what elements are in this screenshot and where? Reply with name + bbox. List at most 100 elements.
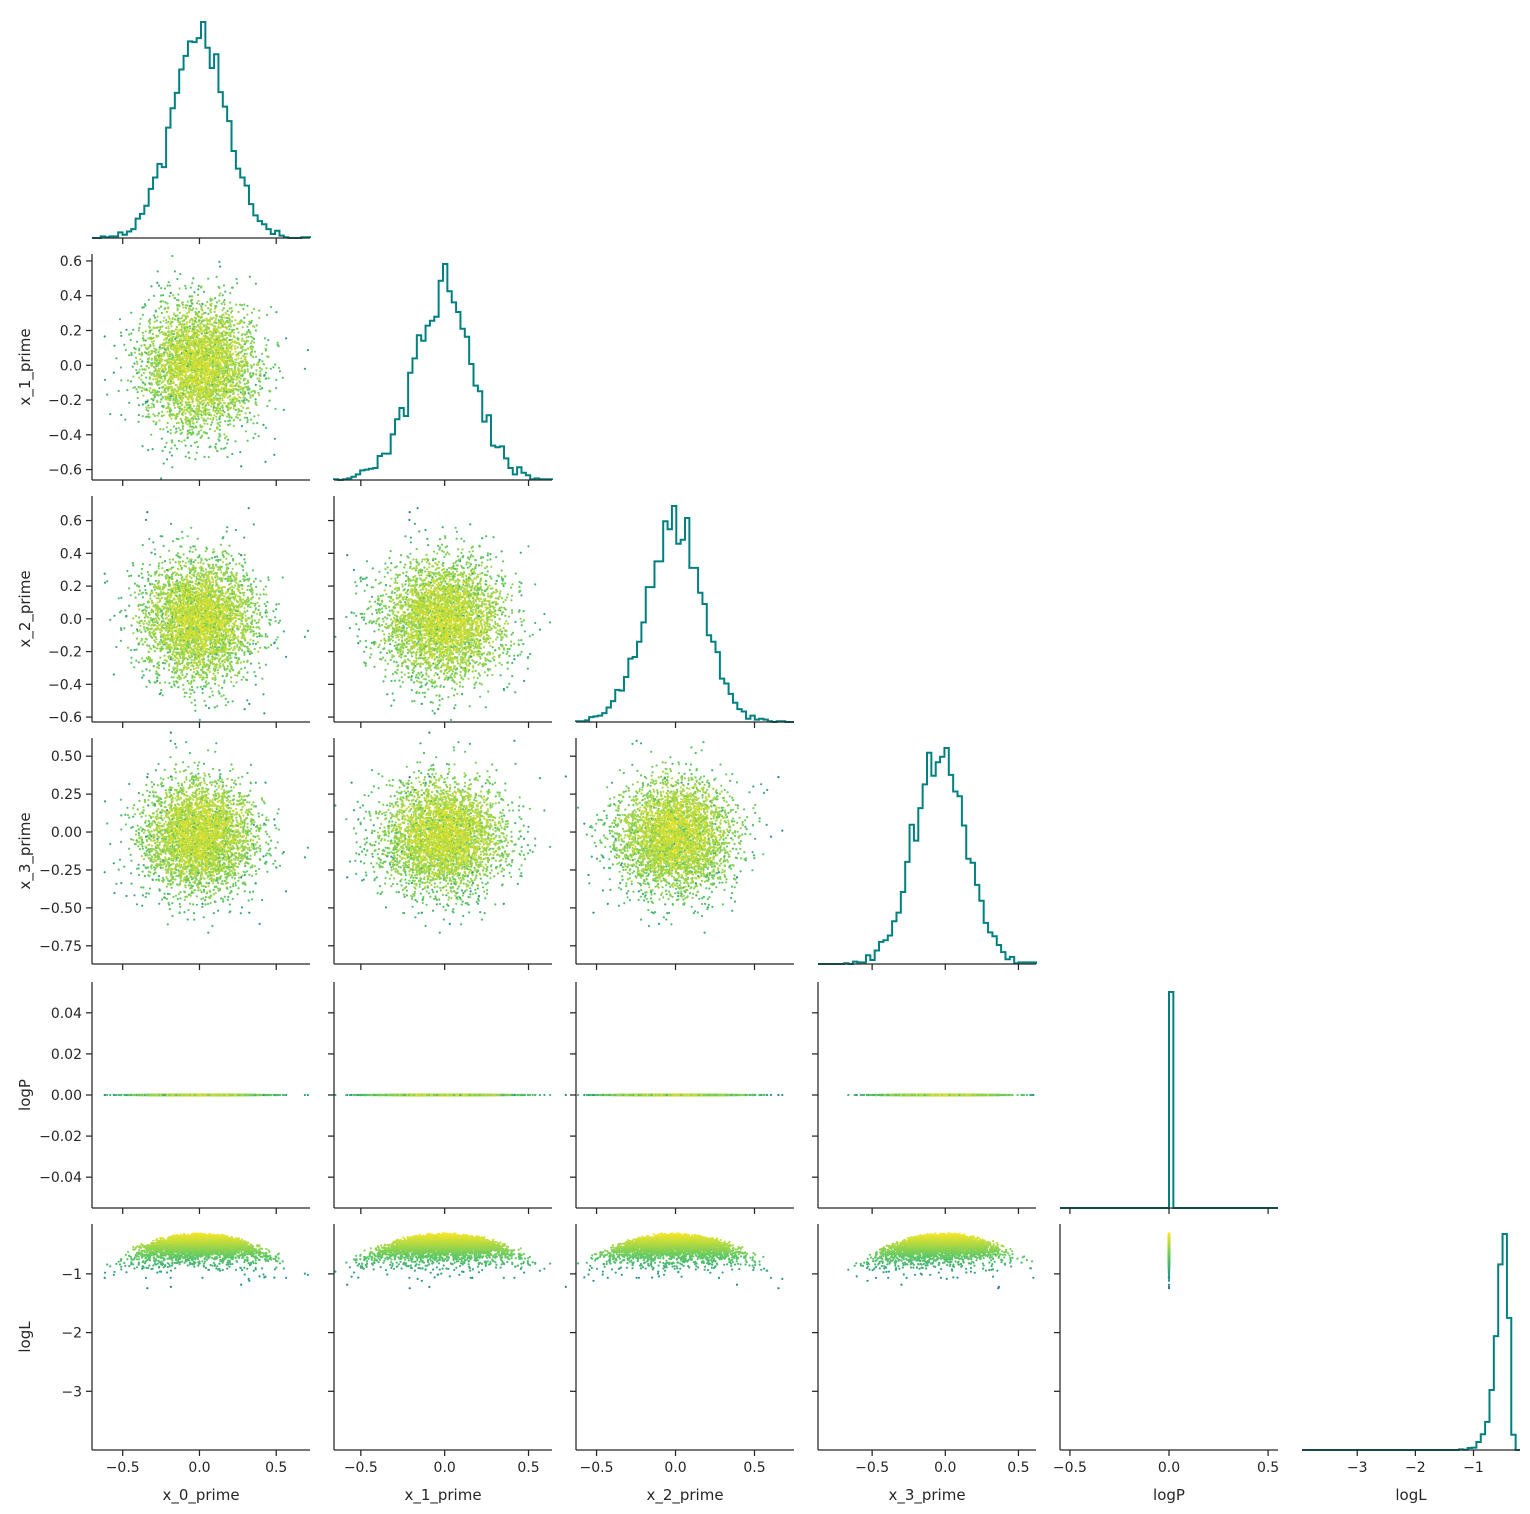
scatter-point [143, 306, 145, 308]
scatter-point [130, 333, 132, 335]
scatter-point [208, 409, 210, 411]
scatter-point [207, 417, 209, 419]
scatter-point [142, 314, 144, 316]
scatter-point [229, 399, 231, 401]
scatter-point [275, 311, 277, 313]
scatter-point [156, 320, 158, 322]
scatter-point [219, 425, 221, 427]
scatter-point [216, 419, 218, 421]
scatter-point [240, 391, 242, 393]
scatter-point [223, 307, 225, 309]
scatter-point [140, 345, 142, 347]
scatter-point [148, 407, 150, 409]
scatter-point [210, 311, 212, 313]
scatter-point [141, 368, 143, 370]
scatter-point [222, 294, 224, 296]
scatter-point [160, 394, 162, 396]
scatter-point [227, 310, 229, 312]
scatter-point [229, 370, 231, 372]
scatter-point [160, 294, 162, 296]
scatter-point [171, 255, 173, 257]
scatter-point [165, 327, 167, 329]
scatter-point [236, 328, 238, 330]
scatter-point [203, 291, 205, 293]
scatter-point [199, 303, 201, 305]
scatter-point [216, 301, 218, 303]
scatter-point [278, 367, 280, 369]
scatter-point [242, 407, 244, 409]
scatter-point [235, 304, 237, 306]
scatter-point [261, 360, 263, 362]
scatter-point [170, 418, 172, 420]
scatter-point [160, 477, 162, 479]
histogram-x_0_prime [92, 22, 310, 238]
scatter-point [169, 295, 171, 297]
scatter-point [279, 370, 281, 372]
scatter-point [185, 287, 187, 289]
scatter-point [141, 445, 143, 447]
scatter-point [173, 404, 175, 406]
scatter-point [154, 321, 156, 323]
scatter-point [211, 299, 213, 301]
scatter-point [213, 414, 215, 416]
scatter-point [154, 415, 156, 417]
scatter-point [202, 403, 204, 405]
scatter-point [220, 388, 222, 390]
scatter-point [175, 428, 177, 430]
scatter-point [157, 316, 159, 318]
scatter-point [259, 385, 261, 387]
scatter-point [275, 387, 277, 389]
panel-x_0_prime-vs-x_0_prime [92, 22, 310, 244]
scatter-point [223, 411, 225, 413]
scatter-point [142, 395, 144, 397]
panel-x_1_prime-vs-x_0_prime: −0.6−0.4−0.20.00.20.40.6x_1_prime [16, 254, 310, 486]
scatter-point [241, 338, 243, 340]
scatter-point [152, 333, 154, 335]
scatter-point [185, 456, 187, 458]
scatter-point [231, 316, 233, 318]
scatter-point [265, 372, 267, 374]
scatter-point [220, 448, 222, 450]
scatter-point [259, 388, 261, 390]
scatter-point [256, 324, 258, 326]
scatter-point [159, 428, 161, 430]
scatter-point [245, 430, 247, 432]
scatter-point [274, 363, 276, 365]
scatter-point [198, 311, 200, 313]
scatter-point [234, 351, 236, 353]
scatter-point [148, 413, 150, 415]
scatter-point [128, 333, 130, 335]
scatter-point [120, 332, 122, 334]
scatter-point [127, 379, 129, 381]
scatter-point [216, 413, 218, 415]
scatter-point [146, 365, 148, 367]
scatter-point [227, 397, 229, 399]
scatter-point [222, 409, 224, 411]
scatter-point [220, 410, 222, 412]
scatter-point [153, 315, 155, 317]
scatter-point [153, 420, 155, 422]
scatter-point [167, 321, 169, 323]
scatter-point [186, 312, 188, 314]
scatter-point [161, 411, 163, 413]
scatter-point [307, 349, 309, 351]
scatter-point [265, 344, 267, 346]
scatter-point [247, 386, 249, 388]
scatter-point [304, 368, 306, 370]
scatter-point [165, 319, 167, 321]
scatter-point [246, 353, 248, 355]
scatter-point [168, 281, 170, 283]
scatter-point [150, 374, 152, 376]
scatter-point [140, 379, 142, 381]
scatter-point [191, 282, 193, 284]
corner-plot: −0.6−0.4−0.20.00.20.40.6x_1_prime−0.6−0.… [0, 0, 1530, 1514]
scatter-point [182, 306, 184, 308]
scatter-point [157, 270, 159, 272]
scatter-point [207, 313, 209, 315]
scatter-point [207, 437, 209, 439]
scatter-point [246, 333, 248, 335]
scatter-point [268, 377, 270, 379]
scatter-point [231, 348, 233, 350]
scatter-point [132, 329, 134, 331]
scatter-point [253, 308, 255, 310]
